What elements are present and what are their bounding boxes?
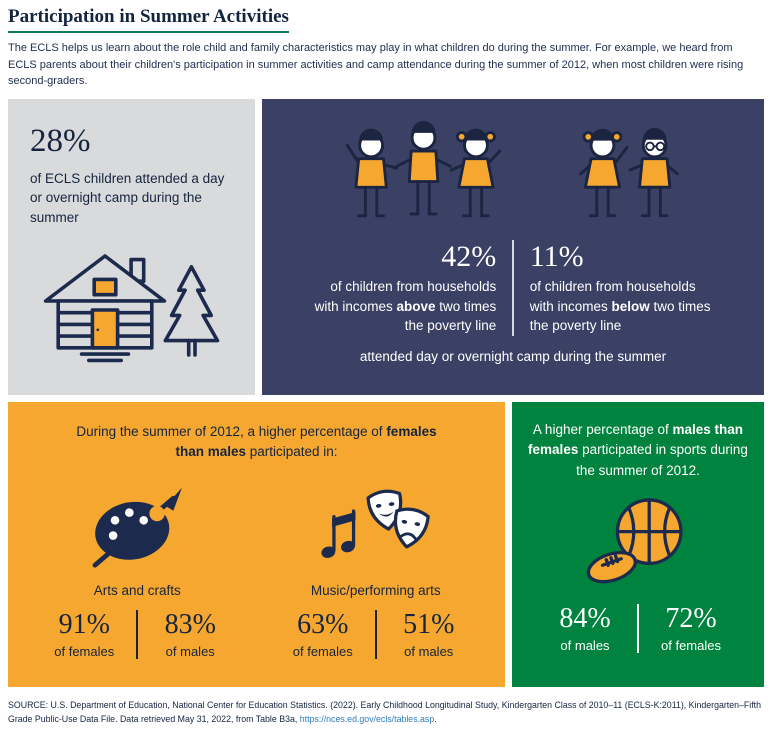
stat-row: 63% of females 51% of males [257,609,496,660]
camp-stat-caption: of ECLS children attended a day or overn… [30,170,225,225]
activity-music-performing-arts: Music/performing arts 63% of females 51%… [257,467,496,660]
vertical-divider [374,610,377,660]
panel-heading: A higher percentage of males than female… [528,421,748,479]
source-link[interactable]: https://nces.ed.gov/ecls/tables.asp [299,713,435,724]
palette-icon [18,467,257,569]
income-panel: 42% of children from households with inc… [262,98,764,395]
stat-row: 91% of females 83% of males [18,609,257,660]
stat-above-poverty: 42% of children from households with inc… [314,240,512,336]
activities: Arts and crafts 91% of females 83% of ma… [18,467,496,660]
children-pair-icon [574,111,686,238]
stat-caption: of children from households with incomes… [314,279,497,334]
stat-below-poverty: 11% of children from households with inc… [514,240,712,336]
vertical-divider [637,604,639,654]
activity-label: Music/performing arts [310,583,441,599]
stat-row: 84% of males 72% of females [524,603,752,654]
stat-males: 51% of males [403,609,455,660]
stat-males: 83% of males [164,609,216,660]
children-group-of-three-icon [340,111,508,238]
vertical-divider [136,610,139,660]
females-activities-panel: During the summer of 2012, a higher perc… [8,401,505,687]
vertical-divider [512,239,514,336]
sports-panel: A higher percentage of males than female… [512,401,764,687]
stat-males: 84% of males [559,603,611,654]
sports-balls-icon [524,490,752,592]
stat-females: 91% of females [54,609,115,660]
stat-caption: of children from households with incomes… [529,279,711,334]
stat-females: 72% of females [661,603,721,654]
income-stats: 42% of children from households with inc… [280,239,746,336]
bottom-row: During the summer of 2012, a higher perc… [8,401,764,687]
cabin-icon [30,247,233,369]
activity-arts-and-crafts: Arts and crafts 91% of females 83% of ma… [18,467,257,660]
panel-heading: During the summer of 2012, a higher perc… [76,423,437,460]
income-note: attended day or overnight camp during th… [359,348,667,364]
children-illustration [280,111,746,238]
music-masks-icon [257,467,496,569]
intro-text: The ECLS helps us learn about the role c… [8,42,744,87]
top-row: 28% of ECLS children attended a day or o… [8,98,764,395]
stat-value: 42% [441,239,497,273]
stat-females: 63% of females [292,609,353,660]
source-note: SOURCE: U.S. Department of Education, Na… [8,699,762,724]
activity-label: Arts and crafts [93,583,181,599]
page-title: Participation in Summer Activities [8,6,289,33]
camp-panel: 28% of ECLS children attended a day or o… [8,98,255,395]
camp-stat-value: 28% [30,122,91,159]
stat-value: 11% [529,239,584,273]
